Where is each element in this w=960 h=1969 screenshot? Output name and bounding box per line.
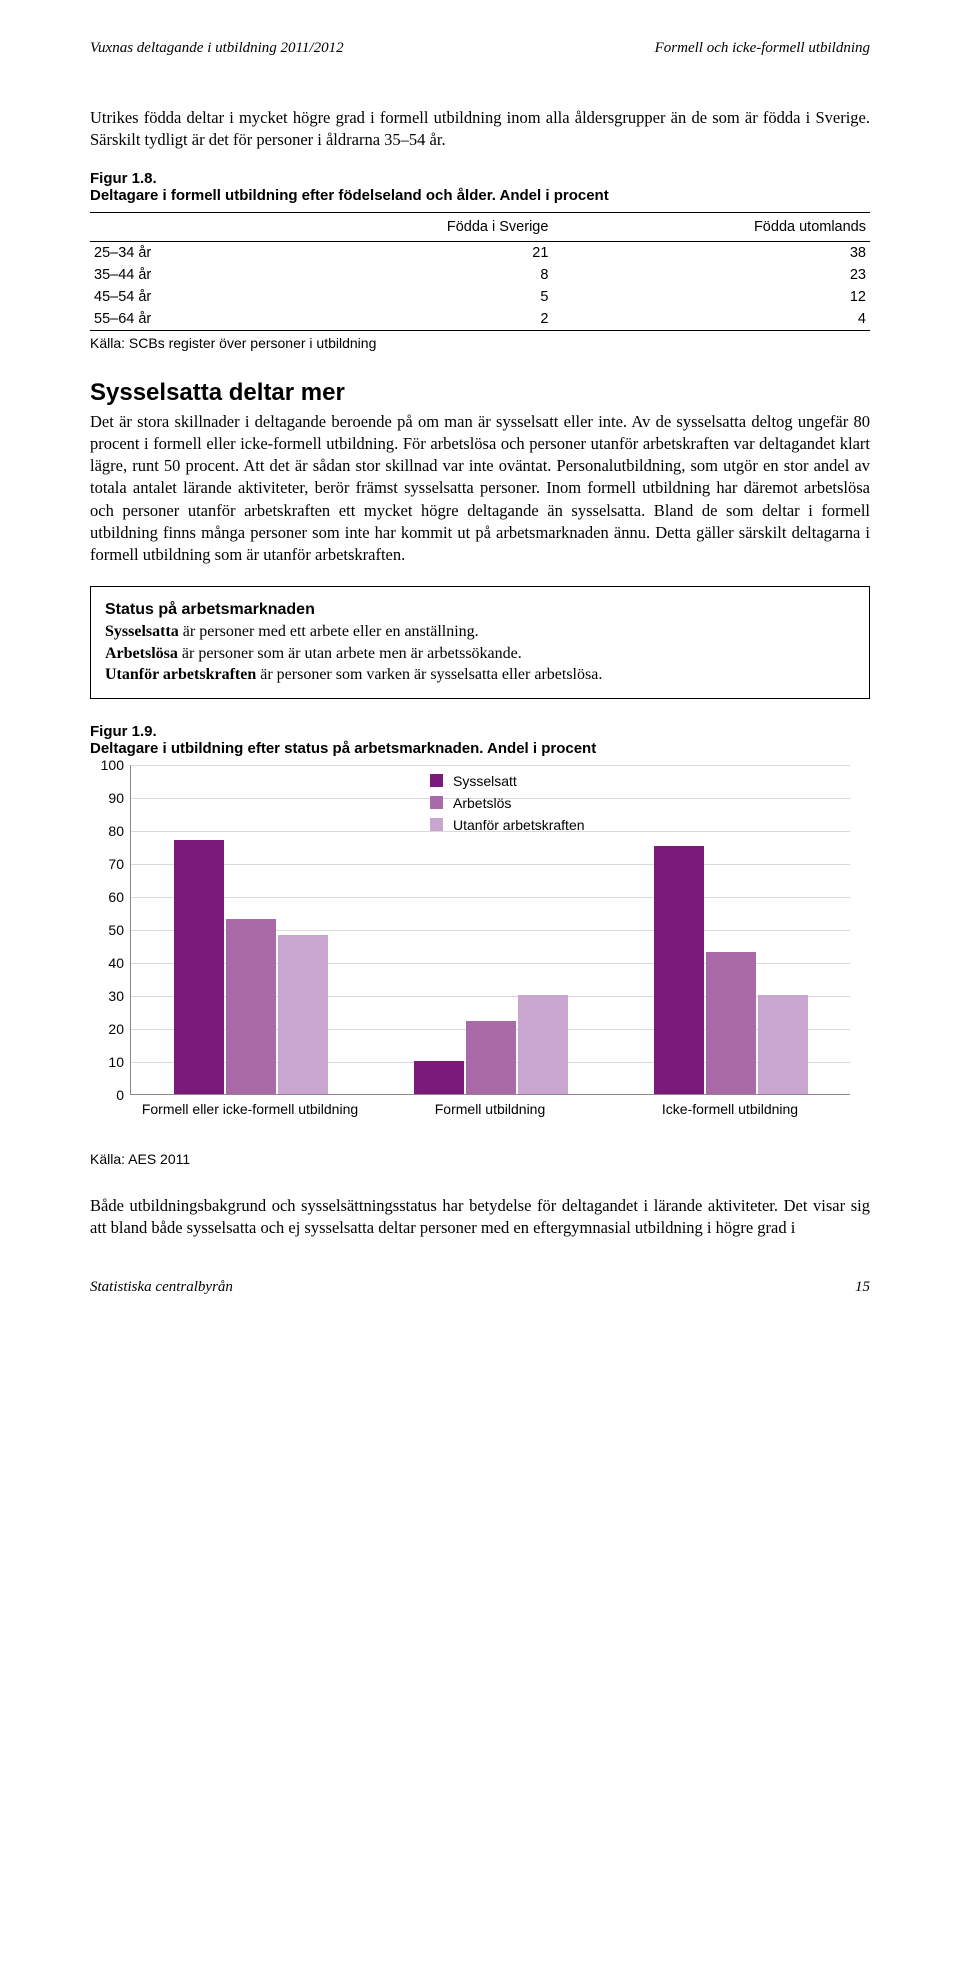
cell-age: 55–64 år [90, 308, 263, 331]
chart-bar [466, 1021, 516, 1094]
footer-page-number: 15 [855, 1279, 870, 1296]
figure-1-8-label: Figur 1.8. [90, 170, 870, 187]
table-row: 45–54 år 5 12 [90, 286, 870, 308]
info-def: är personer med ett arbete eller en anst… [179, 623, 479, 640]
chart-bar [654, 846, 704, 1094]
figure-1-9-chart: 0102030405060708090100 Formell eller ick… [90, 765, 870, 1145]
table-row: 35–44 år 8 23 [90, 264, 870, 286]
cell-age: 25–34 år [90, 241, 263, 264]
legend-label: Utanför arbetskraften [453, 817, 585, 833]
section-body: Det är stora skillnader i deltagande ber… [90, 411, 870, 567]
header-left: Vuxnas deltagande i utbildning 2011/2012 [90, 40, 344, 57]
page-footer: Statistiska centralbyrån 15 [90, 1279, 870, 1296]
cell-v1: 2 [263, 308, 553, 331]
chart-gridline [131, 765, 850, 766]
info-def: är personer som är utan arbete men är ar… [178, 645, 522, 662]
chart-ytick: 90 [90, 790, 124, 806]
table-col-1: Födda i Sverige [263, 212, 553, 241]
info-term: Utanför arbetskraften [105, 666, 256, 683]
figure-1-9-title: Deltagare i utbildning efter status på a… [90, 740, 870, 757]
cell-v2: 4 [552, 308, 870, 331]
closing-paragraph: Både utbildningsbakgrund och sysselsättn… [90, 1195, 870, 1240]
legend-swatch [430, 774, 443, 787]
chart-xlabel: Formell utbildning [370, 1101, 610, 1117]
chart-ytick: 50 [90, 922, 124, 938]
chart-ytick: 40 [90, 955, 124, 971]
chart-bar [518, 995, 568, 1094]
cell-v1: 8 [263, 264, 553, 286]
chart-bar [414, 1061, 464, 1094]
chart-bar [278, 935, 328, 1093]
chart-ytick: 30 [90, 988, 124, 1004]
chart-ytick: 70 [90, 856, 124, 872]
footer-left: Statistiska centralbyrån [90, 1279, 233, 1296]
chart-bar [706, 952, 756, 1094]
info-def: är personer som varken är sysselsatta el… [256, 666, 602, 683]
table-row: 25–34 år 21 38 [90, 241, 870, 264]
chart-ytick: 0 [90, 1087, 124, 1103]
figure-1-8-title: Deltagare i formell utbildning efter föd… [90, 187, 870, 204]
legend-item: Sysselsatt [430, 773, 585, 789]
info-term: Arbetslösa [105, 645, 178, 662]
cell-age: 45–54 år [90, 286, 263, 308]
status-info-box: Status på arbetsmarknaden Sysselsatta är… [90, 586, 870, 698]
info-line-1: Sysselsatta är personer med ett arbete e… [105, 621, 855, 643]
section-heading: Sysselsatta deltar mer [90, 379, 870, 407]
legend-label: Sysselsatt [453, 773, 517, 789]
info-box-title: Status på arbetsmarknaden [105, 599, 855, 621]
legend-swatch [430, 818, 443, 831]
chart-bar [758, 995, 808, 1094]
table-row: 55–64 år 2 4 [90, 308, 870, 331]
info-line-3: Utanför arbetskraften är personer som va… [105, 664, 855, 686]
legend-swatch [430, 796, 443, 809]
chart-gridline [131, 897, 850, 898]
legend-item: Utanför arbetskraften [430, 817, 585, 833]
figure-1-8-source: Källa: SCBs register över personer i utb… [90, 335, 870, 351]
table-col-blank [90, 212, 263, 241]
chart-xlabel: Formell eller icke-formell utbildning [130, 1101, 370, 1117]
legend-label: Arbetslös [453, 795, 511, 811]
chart-ytick: 60 [90, 889, 124, 905]
cell-age: 35–44 år [90, 264, 263, 286]
cell-v1: 5 [263, 286, 553, 308]
chart-gridline [131, 864, 850, 865]
chart-ytick: 10 [90, 1054, 124, 1070]
figure-1-9-source: Källa: AES 2011 [90, 1151, 870, 1167]
chart-ytick: 80 [90, 823, 124, 839]
figure-1-8-table: Födda i Sverige Födda utomlands 25–34 år… [90, 212, 870, 331]
info-line-2: Arbetslösa är personer som är utan arbet… [105, 643, 855, 665]
cell-v2: 23 [552, 264, 870, 286]
cell-v2: 12 [552, 286, 870, 308]
cell-v2: 38 [552, 241, 870, 264]
info-term: Sysselsatta [105, 623, 179, 640]
running-header: Vuxnas deltagande i utbildning 2011/2012… [90, 40, 870, 57]
chart-legend: Sysselsatt Arbetslös Utanför arbetskraften [430, 773, 585, 839]
cell-v1: 21 [263, 241, 553, 264]
chart-bar [226, 919, 276, 1094]
legend-item: Arbetslös [430, 795, 585, 811]
table-col-2: Födda utomlands [552, 212, 870, 241]
figure-1-9-label: Figur 1.9. [90, 723, 870, 740]
chart-xlabel: Icke-formell utbildning [610, 1101, 850, 1117]
header-right: Formell och icke-formell utbildning [655, 40, 870, 57]
chart-bar [174, 840, 224, 1094]
chart-ytick: 100 [90, 757, 124, 773]
intro-paragraph: Utrikes födda deltar i mycket högre grad… [90, 107, 870, 152]
chart-ytick: 20 [90, 1021, 124, 1037]
